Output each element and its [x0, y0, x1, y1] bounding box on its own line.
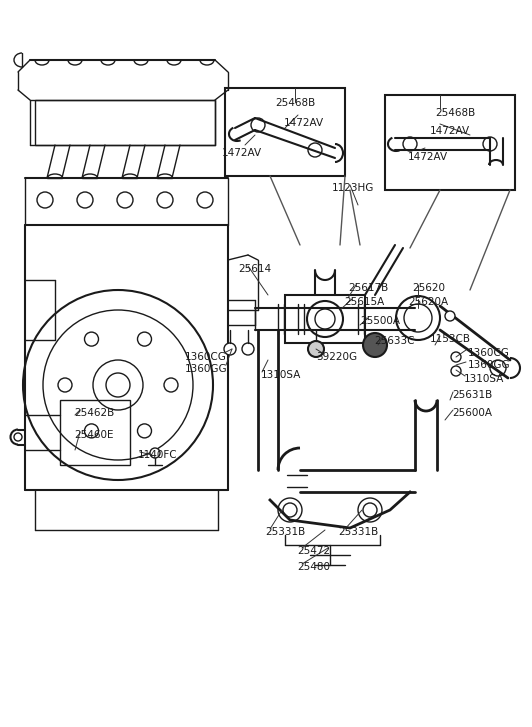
Circle shape	[451, 352, 461, 362]
Circle shape	[224, 343, 236, 355]
Text: 25480: 25480	[297, 562, 330, 572]
Circle shape	[451, 366, 461, 376]
Bar	[385, 95, 515, 190]
Text: 25468B: 25468B	[275, 98, 315, 108]
Circle shape	[308, 341, 324, 357]
Text: 25462B: 25462B	[74, 408, 114, 418]
Text: 1472AV: 1472AV	[430, 126, 470, 136]
Text: 25633C: 25633C	[374, 336, 414, 346]
Bar	[35, 100, 215, 145]
Text: 25600A: 25600A	[452, 408, 492, 418]
Text: 1360GG: 1360GG	[468, 360, 511, 370]
Circle shape	[445, 311, 455, 321]
Text: 25617B: 25617B	[348, 283, 388, 293]
Text: 25331B: 25331B	[265, 527, 305, 537]
Text: 25620A: 25620A	[408, 297, 448, 307]
Text: 25631B: 25631B	[452, 390, 492, 400]
Text: 1153CB: 1153CB	[430, 334, 471, 344]
Text: 25460E: 25460E	[74, 430, 113, 440]
Text: 25472: 25472	[297, 546, 330, 556]
Circle shape	[242, 343, 254, 355]
Circle shape	[150, 448, 160, 458]
Text: 1472AV: 1472AV	[222, 148, 262, 158]
Text: 25500A: 25500A	[360, 316, 400, 326]
Text: 1472AV: 1472AV	[284, 118, 324, 128]
Text: 25468B: 25468B	[435, 108, 475, 118]
Text: 25620: 25620	[412, 283, 445, 293]
Bar	[285, 295, 365, 343]
Text: 1360CG: 1360CG	[185, 352, 227, 362]
Circle shape	[14, 433, 22, 441]
Text: 1310SA: 1310SA	[464, 374, 504, 384]
Text: 39220G: 39220G	[316, 352, 357, 362]
Text: 1140FC: 1140FC	[138, 450, 178, 460]
Text: 25615A: 25615A	[344, 297, 384, 307]
Text: 1123HG: 1123HG	[332, 183, 375, 193]
Bar	[60, 400, 130, 465]
Text: 1472AV: 1472AV	[408, 152, 448, 162]
Bar	[225, 88, 345, 176]
Text: 25614: 25614	[238, 264, 271, 274]
Text: 1360GG: 1360GG	[185, 364, 228, 374]
Circle shape	[363, 333, 387, 357]
Text: 1360CG: 1360CG	[468, 348, 510, 358]
Text: 1310SA: 1310SA	[261, 370, 301, 380]
Text: 25331B: 25331B	[338, 527, 378, 537]
